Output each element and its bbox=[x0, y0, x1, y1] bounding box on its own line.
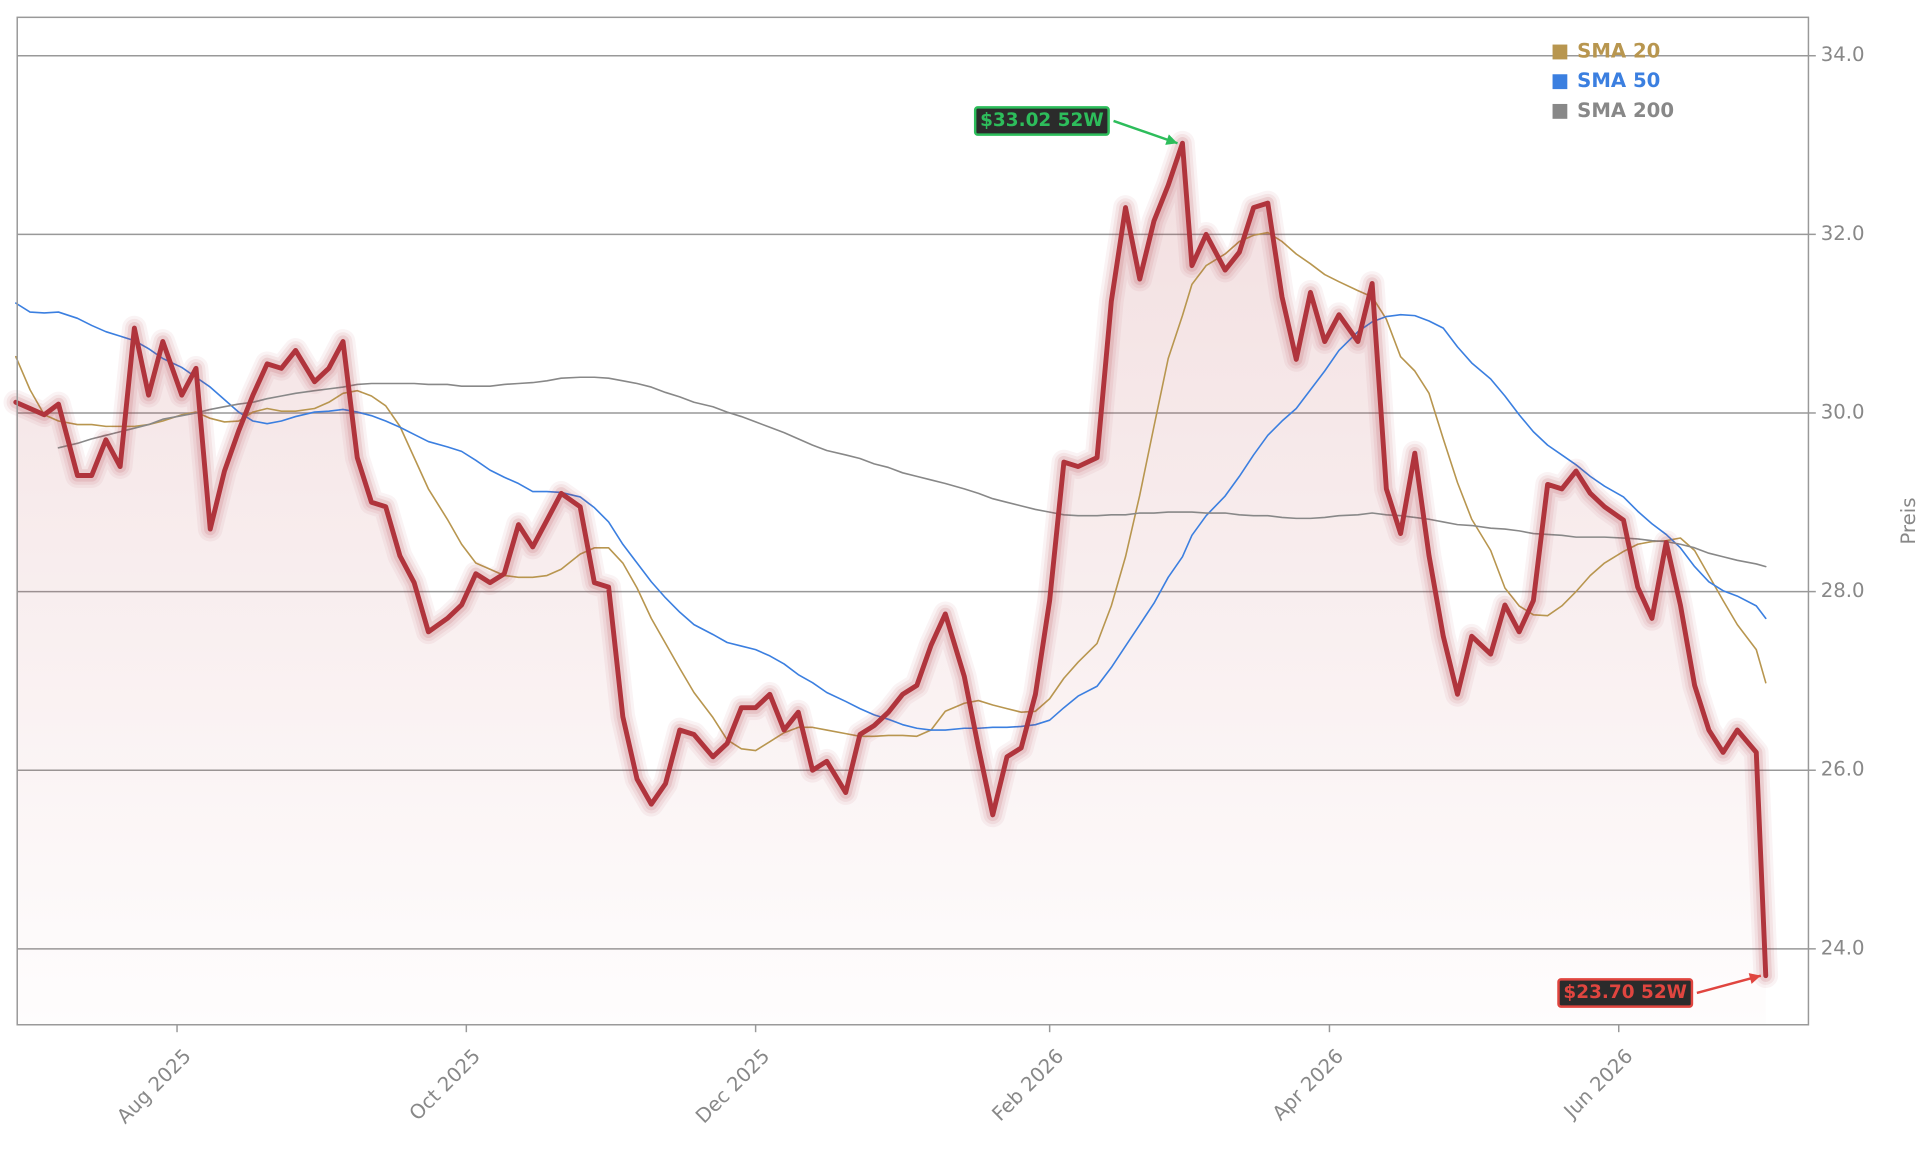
annotation-arrowhead bbox=[1748, 973, 1761, 984]
x-tick-label: Dec 2025 bbox=[691, 1044, 774, 1127]
annotation-arrow bbox=[1113, 119, 1178, 145]
y-tick-label: 26.0 bbox=[1821, 758, 1865, 781]
y-tick-label: 32.0 bbox=[1821, 222, 1865, 245]
y-axis-label: Preis bbox=[1897, 497, 1920, 544]
y-tick-label: 24.0 bbox=[1821, 936, 1865, 959]
legend-swatch bbox=[1552, 74, 1568, 90]
legend-swatch bbox=[1552, 44, 1568, 60]
legend-label: SMA 200 bbox=[1577, 99, 1674, 122]
y-tick-label: 30.0 bbox=[1821, 400, 1865, 423]
x-tick-label: Apr 2026 bbox=[1268, 1044, 1348, 1125]
x-tick-label: Feb 2026 bbox=[988, 1044, 1069, 1125]
sma-line bbox=[14, 231, 1767, 752]
annotation-label: $23.70 52W bbox=[1563, 982, 1687, 1003]
annotation: $33.02 52W bbox=[973, 106, 1178, 145]
annotation-box bbox=[1557, 978, 1694, 1008]
annotation: $23.70 52W bbox=[1557, 973, 1762, 1008]
price-line bbox=[13, 140, 1769, 979]
x-tick-label: Jun 2026 bbox=[1558, 1044, 1637, 1124]
legend-swatch bbox=[1552, 103, 1568, 119]
y-tick-label: 28.0 bbox=[1821, 579, 1865, 602]
x-tick-label: Aug 2025 bbox=[112, 1044, 195, 1128]
annotation-label: $33.02 52W bbox=[980, 110, 1104, 131]
annotation-box bbox=[973, 106, 1110, 136]
legend-label: SMA 20 bbox=[1577, 39, 1660, 62]
annotation-arrowhead bbox=[1165, 134, 1178, 145]
area bbox=[15, 143, 1766, 1025]
y-tick-label: 34.0 bbox=[1821, 43, 1865, 66]
sma-line bbox=[14, 302, 1767, 731]
plot-frame bbox=[16, 16, 1810, 1026]
x-tick-label: Oct 2025 bbox=[405, 1044, 485, 1125]
legend-label: SMA 50 bbox=[1577, 69, 1660, 92]
